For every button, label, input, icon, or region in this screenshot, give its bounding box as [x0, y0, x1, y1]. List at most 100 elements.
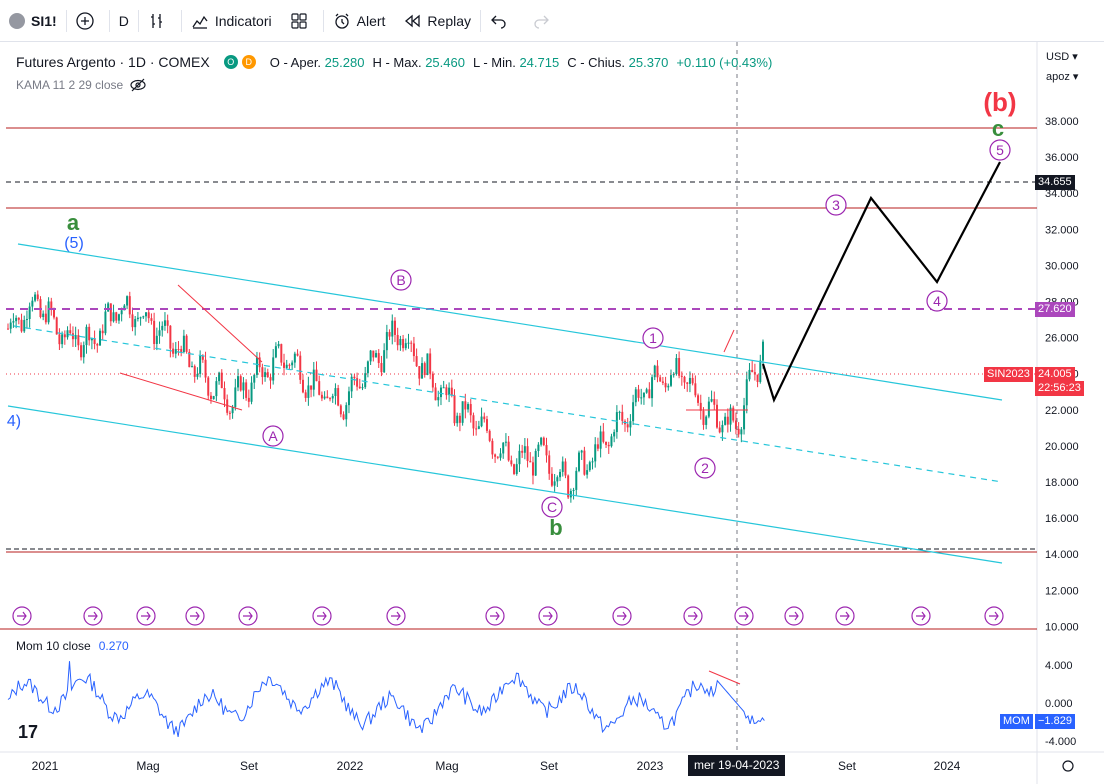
candle-body [653, 365, 656, 378]
templates-button[interactable] [281, 0, 323, 42]
candle-body [472, 415, 475, 429]
candle-body [762, 341, 764, 361]
price-tick-label: 36.000 [1045, 152, 1079, 164]
currency-selector[interactable]: USD ▾ [1046, 51, 1078, 63]
chart-title: Futures Argento · 1D · COMEX [16, 54, 210, 70]
candle-body [166, 320, 169, 326]
candle-body [285, 364, 288, 368]
candle-body [615, 412, 618, 433]
candle-body [683, 376, 686, 383]
candle-body [707, 401, 710, 417]
compare-button[interactable] [67, 0, 109, 42]
toolbar-divider [480, 9, 482, 32]
scale-selector[interactable]: apoz ▾ [1046, 71, 1079, 83]
candle-body [591, 461, 594, 463]
candle-body [664, 382, 667, 388]
time-tick-label: Mag [435, 759, 458, 773]
toolbar-divider [108, 9, 110, 32]
candle-body [450, 387, 453, 396]
candle-body [645, 389, 648, 393]
candle-body [642, 392, 645, 398]
price-tick-label: 18.000 [1045, 477, 1079, 489]
candle-body [304, 392, 307, 398]
candle-body [134, 319, 137, 328]
candle-body [234, 387, 237, 408]
indicator-legend[interactable]: KAMA 11 2 29 close [16, 78, 147, 92]
candle-body [356, 378, 359, 387]
candle-body [15, 317, 18, 322]
candle-body [542, 437, 545, 446]
candle-body [523, 446, 526, 453]
undo-button[interactable] [481, 0, 523, 42]
scale-label: apoz [1046, 71, 1070, 83]
candle-body [266, 372, 269, 378]
replay-button[interactable]: Replay [394, 0, 480, 42]
chart-static-layer: 38.00036.00034.00032.00030.00028.00026.0… [0, 42, 1104, 784]
candle-body [223, 388, 226, 400]
wave-label-2-circle [694, 457, 716, 479]
chart-type-button[interactable] [139, 0, 181, 42]
candle-body [307, 385, 310, 398]
candle-body [410, 342, 413, 344]
price-tick-label: 34.000 [1045, 188, 1079, 200]
event-arrow-icon [88, 611, 98, 621]
redo-button[interactable] [523, 0, 565, 42]
tradingview-logo-icon: 17 [18, 722, 38, 742]
interval-label: D [118, 12, 129, 29]
candle-body [404, 343, 407, 349]
candle-body [120, 310, 123, 315]
event-arrow-icon [543, 611, 553, 621]
candle-body [96, 344, 99, 346]
eye-hidden-icon[interactable] [129, 78, 147, 92]
alert-button[interactable]: Alert [324, 0, 395, 42]
candle-body [80, 345, 83, 358]
candle-body [513, 464, 516, 474]
candle-body [510, 460, 513, 465]
indicators-button[interactable]: Indicatori [182, 0, 281, 42]
candle-body [218, 372, 221, 382]
candle-body [136, 317, 139, 320]
mom-name-tag: MOM [1000, 714, 1033, 729]
candle-body [678, 358, 681, 376]
candle-body [613, 432, 616, 437]
replay-label: Replay [427, 12, 472, 29]
candle-body [112, 312, 115, 322]
candle-body [347, 391, 350, 406]
candle-body [318, 381, 321, 395]
candle-body [385, 332, 388, 351]
candle-body [402, 338, 405, 349]
redo-icon [534, 15, 549, 29]
candle-body [337, 388, 340, 406]
candle-body [445, 387, 448, 396]
candle-body [250, 382, 253, 402]
candle-body [126, 296, 129, 306]
symbol-search[interactable]: SI1! [0, 0, 66, 42]
candle-body [437, 397, 440, 401]
wave-label-a: a [67, 210, 80, 235]
price-tick-label: 26.000 [1045, 333, 1079, 345]
close-value: 25.370 [628, 54, 669, 70]
time-tick-label: 2021 [32, 759, 59, 773]
candle-body [412, 343, 415, 357]
candle-body [180, 349, 183, 353]
candle-body [421, 363, 424, 379]
interval-button[interactable]: D [110, 0, 138, 42]
candle-body [521, 450, 524, 453]
momentum-line [7, 661, 765, 737]
candle-body [361, 387, 364, 389]
event-arrow-icon [243, 611, 253, 621]
candle-body [724, 416, 727, 425]
price-tick-label: 38.000 [1045, 116, 1079, 128]
candle-body [277, 344, 280, 347]
candle-body [323, 396, 326, 399]
candle-body [172, 348, 175, 354]
event-arrow-icon [490, 611, 500, 621]
rewind-icon [405, 14, 421, 27]
candle-body [715, 404, 718, 428]
time-tick-label: Set [838, 759, 857, 773]
candle-body [669, 375, 672, 386]
candle-body [82, 345, 85, 358]
candle-body [745, 379, 748, 406]
candle-body [315, 369, 318, 382]
